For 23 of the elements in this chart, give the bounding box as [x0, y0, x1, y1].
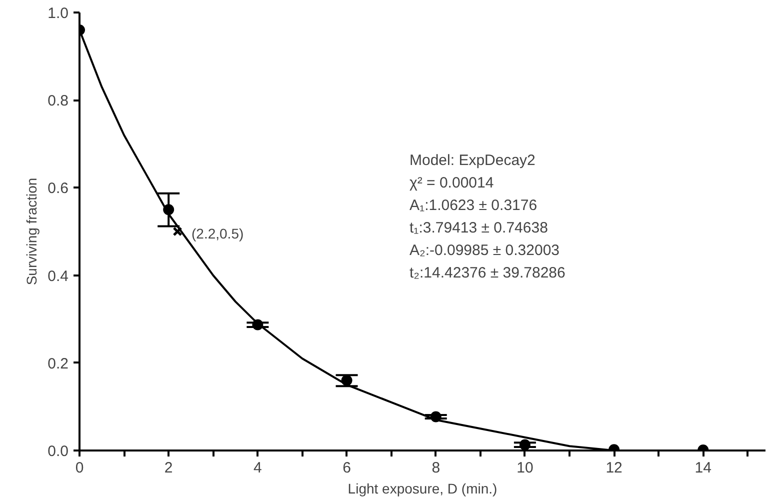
x-tick-label: 12: [606, 460, 622, 476]
y-tick-label: 0.4: [48, 268, 69, 285]
annotation: A₂:-0.09985 ± 0.32003: [410, 242, 560, 259]
annotation: t₂:14.42376 ± 39.78286: [410, 264, 566, 282]
annotation: t₁:3.79413 ± 0.74638: [410, 220, 548, 236]
annotation: A₁:1.0623 ± 0.3176: [410, 197, 538, 214]
annotation: (2.2,0.5): [192, 226, 244, 242]
x-axis-title: Light exposure, D (min.): [348, 480, 498, 496]
x-tick-label: 8: [432, 460, 440, 476]
x-tick-label: 0: [75, 460, 84, 476]
y-axis-title: Surviving fraction: [24, 178, 40, 286]
y-tick-label: 1.0: [48, 5, 69, 22]
x-tick-label: 2: [164, 460, 173, 476]
annotation: χ² = 0.00014: [410, 174, 494, 192]
y-tick-label: 0.2: [48, 355, 69, 372]
x-tick-label: 6: [342, 460, 351, 476]
y-tick-label: 0.8: [48, 92, 69, 110]
x-tick-label: 4: [254, 460, 262, 476]
annotation: Model: ExpDecay2: [410, 152, 536, 169]
x-tick-label: 14: [694, 460, 712, 476]
y-tick-label: 0.0: [48, 443, 69, 460]
y-tick-label: 0.6: [48, 180, 69, 198]
x-tick-label: 10: [516, 460, 534, 476]
